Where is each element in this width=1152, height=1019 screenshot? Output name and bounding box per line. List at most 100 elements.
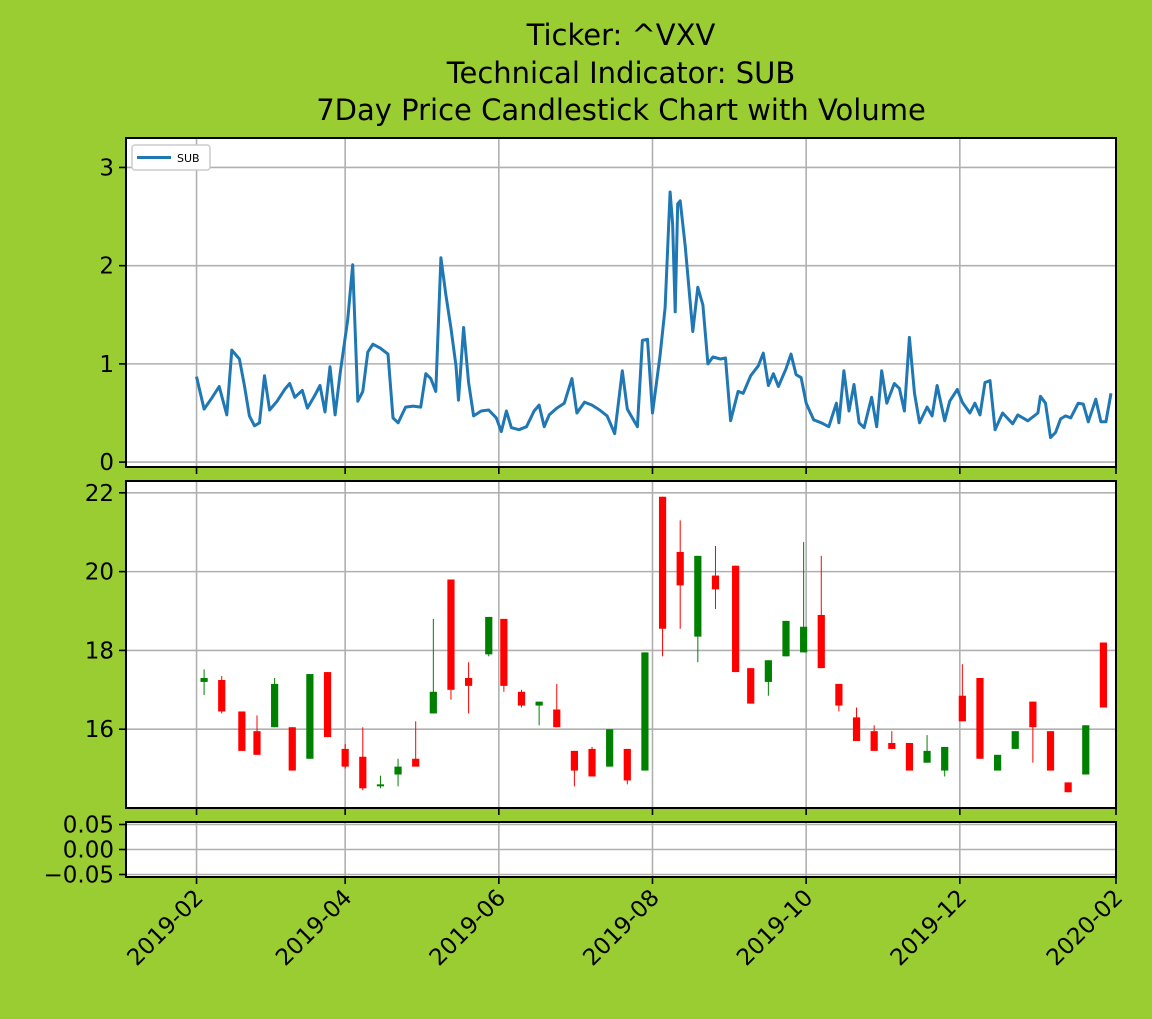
axes-frame [125,137,1117,468]
volume-panel: 0.050.00−0.05 [44,813,1117,889]
candle [835,683,843,712]
candle-body [1064,782,1072,793]
candle-body [464,677,473,686]
candle [1064,782,1072,793]
candle [429,618,437,714]
candle-body [412,758,420,767]
legend-label: SUB [177,152,200,165]
candle [1082,725,1090,775]
plot-area [126,481,1116,808]
title-line-description: 7Day Price Candlestick Chart with Volume [316,93,926,127]
candle [941,746,949,777]
candle-body [341,748,349,767]
candle [747,668,755,704]
title-line-indicator: Technical Indicator: SUB [446,56,796,90]
candle [412,721,420,767]
candle [800,542,808,653]
candle [394,758,402,787]
candle-body [218,679,226,712]
y-tick-label: 22 [85,481,114,507]
candle-body [852,717,861,742]
candle [852,707,861,742]
x-tick-label: 2019-12 [886,885,972,971]
candle-body [641,652,649,771]
y-tick-label: 0.00 [63,838,114,864]
candle [464,662,473,714]
candle [782,620,790,657]
candle [359,727,367,791]
x-tick-label: 2019-02 [122,885,208,971]
candle-body [1011,731,1019,749]
candle [1099,642,1108,708]
candle [517,689,526,708]
candle [1029,701,1037,763]
x-tick-label: 2020-02 [1042,885,1128,971]
candle-body [588,748,596,777]
candle-body [238,711,246,751]
candle [1046,731,1055,771]
candle-body [394,766,402,775]
candle [218,676,226,714]
candle [958,664,966,722]
candle-body [658,496,667,629]
candle-body [1029,701,1037,728]
axes-frame [125,480,1117,809]
y-tick-label: 20 [85,560,114,586]
candle [553,683,561,728]
candle-body [447,579,455,690]
candle [658,496,667,657]
x-tick-label: 2019-04 [271,885,357,971]
candle [994,754,1002,771]
candle [447,579,455,700]
y-tick-label: 2 [99,254,114,280]
candle [238,711,246,751]
candle-body [535,701,543,706]
candle-body [200,677,208,682]
candle [606,729,614,767]
candle-body [923,750,931,763]
y-tick-label: 18 [85,638,114,664]
y-tick-label: 0.05 [63,813,114,839]
candlestick-panel: 16 18 20 22 [85,480,1117,809]
candle [500,618,508,692]
candle-body [782,620,790,657]
candle [485,616,493,657]
candle [570,750,578,787]
candle-body [623,748,631,781]
candle [676,520,684,629]
y-tick-label: 3 [99,155,114,181]
y-tick-label: 1 [99,352,114,378]
candle-body [429,691,437,714]
candle-body [800,626,808,653]
candle-body [711,575,720,590]
candle [271,677,279,728]
candle [535,701,543,726]
candle [764,660,772,696]
candle-body [553,709,561,728]
candle-body [288,727,296,771]
candle-body [271,683,279,728]
candle-body [958,695,966,722]
candle-body [994,754,1002,771]
candle [253,715,261,755]
candle [376,775,385,789]
y-tick-label: 0 [99,450,114,476]
candle-body [817,614,825,669]
candle-body [732,565,740,673]
candle [711,546,720,610]
candle [306,674,314,759]
chart-title: Ticker: ^VXV Technical Indicator: SUB 7D… [316,18,926,127]
candle [200,669,208,695]
candle-body [694,555,702,637]
candle-body [306,674,314,759]
candle [888,731,896,749]
candle-body [517,691,526,706]
candle-body [676,551,684,586]
candle-body [888,742,896,749]
x-tick-label: 2019-08 [578,885,664,971]
candle [976,677,984,759]
candle-body [976,677,984,759]
title-line-ticker: Ticker: ^VXV [526,18,716,52]
candle [1011,731,1019,749]
